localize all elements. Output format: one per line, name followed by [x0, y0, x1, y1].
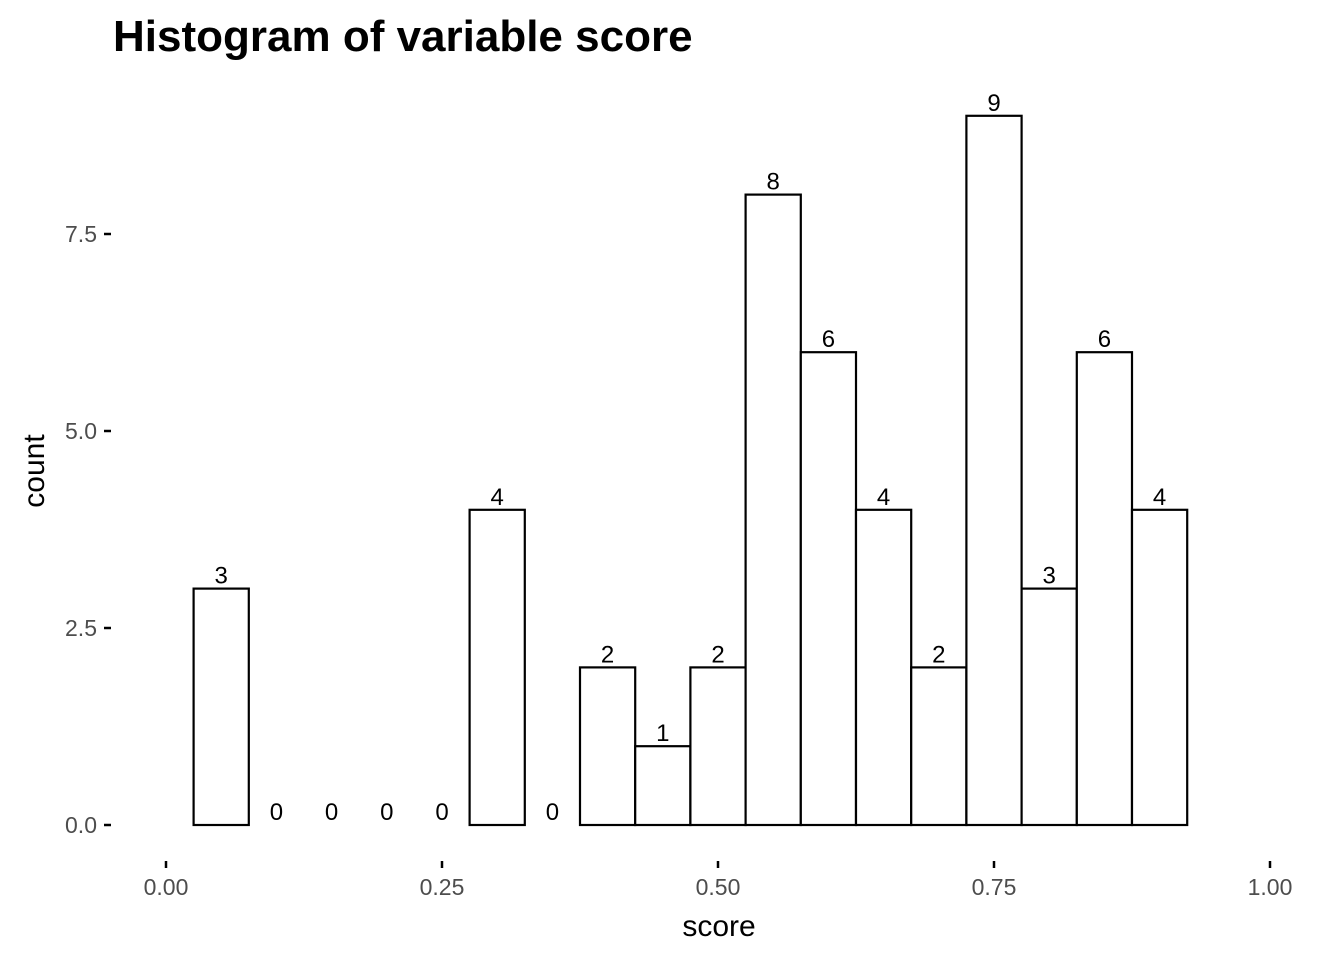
x-tick-label: 0.00 [144, 874, 189, 900]
histogram-bar [634, 745, 692, 827]
histogram-bar [468, 508, 526, 827]
x-axis: 0.00 0.25 0.50 0.75 1.00 [144, 861, 1293, 900]
histogram-bar [1020, 587, 1078, 827]
histogram-bar [744, 193, 802, 827]
bar-count-label: 4 [877, 484, 890, 511]
histogram-bar [192, 587, 250, 827]
bar-count-label: 0 [380, 799, 393, 826]
x-tick-label: 0.25 [420, 874, 465, 900]
bar-count-label: 2 [932, 641, 945, 668]
histogram-bar [799, 351, 858, 827]
bar-count-label: 6 [822, 326, 835, 353]
histogram-bar [854, 508, 913, 827]
bar-count-label: 8 [767, 169, 780, 196]
bar-labels-group: 3 0 0 0 0 4 0 2 1 2 8 6 4 2 9 3 6 4 [215, 90, 1167, 826]
bar-count-label: 0 [325, 799, 338, 826]
histogram-bar [689, 666, 747, 827]
y-tick-label: 2.5 [65, 615, 97, 641]
bar-count-label: 1 [656, 720, 669, 747]
bar-count-label: 0 [270, 799, 283, 826]
bar-count-label: 2 [711, 641, 724, 668]
bar-count-label: 4 [491, 484, 504, 511]
y-tick-label: 7.5 [65, 221, 97, 247]
histogram-bar [910, 666, 968, 827]
histogram-bar [578, 666, 637, 827]
histogram-bar [1130, 508, 1189, 827]
bar-count-label: 3 [215, 563, 228, 590]
x-tick-label: 0.50 [696, 874, 741, 900]
y-axis-title: count [18, 434, 51, 508]
y-tick-label: 5.0 [65, 418, 97, 444]
histogram-bar [965, 114, 1023, 827]
x-tick-label: 0.75 [972, 874, 1017, 900]
histogram-bar [1075, 351, 1134, 827]
bar-count-label: 9 [987, 90, 1000, 117]
bar-count-label: 3 [1043, 563, 1056, 590]
bar-count-label: 0 [546, 799, 559, 826]
chart-title: Histogram of variable score [113, 12, 693, 61]
bars-group [192, 114, 1189, 827]
y-axis: 0.0 2.5 5.0 7.5 [65, 221, 111, 838]
bar-count-label: 4 [1153, 484, 1166, 511]
y-tick-label: 0.0 [65, 812, 97, 838]
bar-count-label: 2 [601, 641, 614, 668]
x-axis-title: score [682, 910, 755, 943]
bar-count-label: 6 [1098, 326, 1111, 353]
bar-count-label: 0 [435, 799, 448, 826]
x-tick-label: 1.00 [1248, 874, 1293, 900]
